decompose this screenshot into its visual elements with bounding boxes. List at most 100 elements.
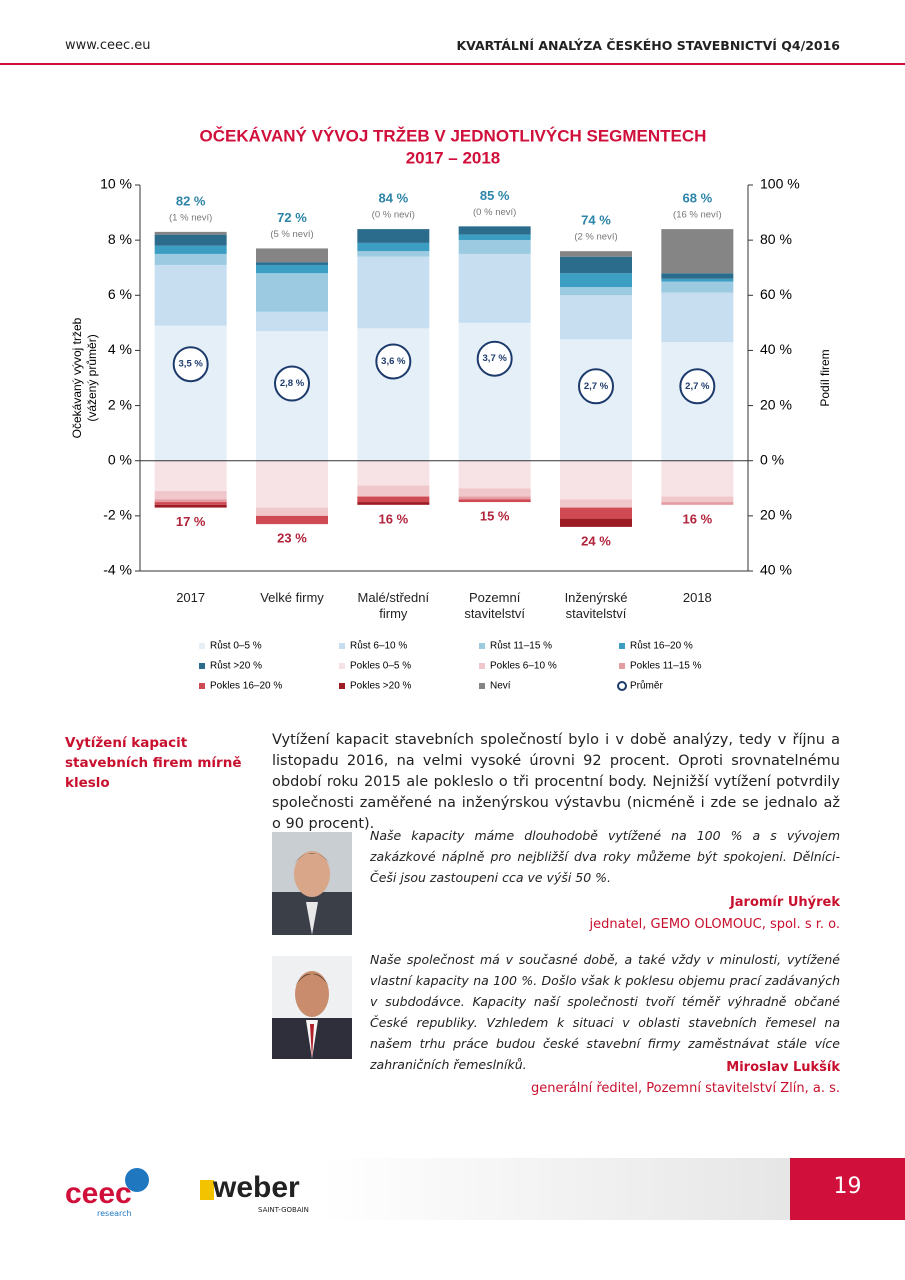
logo-icon — [125, 1168, 149, 1192]
bar-segment — [256, 248, 328, 263]
y2-tick-label: 100 % — [760, 176, 800, 192]
x-tick-label: Malé/střední firmy — [357, 590, 430, 621]
legend-swatch — [199, 643, 205, 649]
legend-label: Průměr — [630, 680, 663, 692]
bar-segment — [458, 499, 531, 503]
bar-segment — [458, 226, 531, 235]
bar-segment — [661, 281, 734, 293]
legend-label: Růst 11–15 % — [490, 640, 552, 652]
bar-segment — [154, 245, 227, 254]
logo-weber: weber — [213, 1171, 300, 1204]
bar-segment — [154, 504, 227, 508]
chart: OČEKÁVANÝ VÝVOJ TRŽEB V JEDNOTLIVÝCH SEG… — [70, 126, 832, 692]
legend-label: Pokles 6–10 % — [490, 661, 557, 672]
unknown-note: (0 % neví) — [473, 207, 516, 218]
y-axis-label: Očekávaný vývoj tržeb — [70, 317, 84, 438]
bar-segment — [357, 460, 430, 486]
legend-swatch — [339, 663, 345, 669]
unknown-note: (1 % neví) — [169, 212, 212, 223]
decline-label: 23 % — [277, 531, 307, 546]
bar-segment — [154, 502, 227, 505]
page-number: 19 — [833, 1174, 862, 1199]
average-marker — [578, 368, 614, 405]
y2-axis-label: Podíl firem — [818, 349, 832, 406]
y2-tick-label: 0 % — [760, 451, 784, 467]
unknown-note: (2 % neví) — [574, 232, 617, 243]
legend-label: Neví — [490, 681, 511, 692]
legend-swatch — [617, 681, 627, 691]
average-marker — [172, 346, 209, 383]
bar-segment — [256, 460, 328, 508]
unknown-note: (5 % neví) — [270, 229, 313, 240]
bar-segment — [256, 264, 328, 274]
bar-segment — [560, 499, 632, 508]
logo-ceec: ceec — [65, 1177, 132, 1210]
bar-segment — [154, 499, 227, 503]
legend-label: Pokles 11–15 % — [630, 661, 702, 672]
bar-segment — [154, 264, 227, 326]
average-label: 3,5 % — [179, 359, 204, 370]
bar-segment — [560, 518, 632, 527]
legend-swatch — [479, 683, 485, 689]
bar-segment — [256, 273, 328, 312]
quote-name: Jaromír Uhýrek — [729, 895, 840, 910]
x-tick-label: 2017 — [176, 590, 206, 605]
bar-segment — [154, 231, 227, 235]
legend-label: Pokles 16–20 % — [210, 681, 282, 692]
bar-segment — [661, 496, 734, 503]
bar-segment — [256, 262, 328, 265]
bar-segment — [154, 234, 227, 246]
bar-segment — [357, 229, 430, 243]
y-tick-label: 8 % — [108, 231, 132, 247]
y2-tick-label: 20 % — [760, 507, 792, 523]
bar-segment — [661, 229, 734, 274]
legend-swatch — [339, 683, 345, 689]
unknown-note: (16 % neví) — [673, 210, 722, 221]
growth-label: 85 % — [480, 188, 510, 203]
average-label: 2,8 % — [280, 378, 305, 389]
legend-swatch — [339, 643, 345, 649]
header-url: www.ceec.eu — [65, 38, 151, 53]
bar-segment — [458, 240, 531, 254]
bar-segment — [458, 253, 531, 323]
bar-segment — [458, 488, 531, 497]
quote-text: Naše kapacity máme dlouhodobě vytížené n… — [370, 828, 840, 885]
y-tick-label: -2 % — [103, 507, 132, 523]
page-box — [790, 1158, 905, 1220]
bar-segment — [154, 460, 227, 492]
bar-segment — [357, 242, 430, 252]
growth-label: 72 % — [277, 210, 307, 225]
bar-segment — [256, 507, 328, 516]
bar-segment — [560, 295, 632, 340]
bar-segment — [154, 491, 227, 500]
y-tick-label: 2 % — [108, 396, 132, 412]
logo-weber-sub: SAINT-GOBAIN — [258, 1206, 309, 1214]
average-label: 2,7 % — [584, 381, 609, 392]
logo-weber-mark — [200, 1180, 214, 1200]
photo — [272, 956, 352, 1059]
average-marker — [476, 340, 513, 377]
chart-subtitle: 2017 – 2018 — [406, 148, 501, 167]
y-tick-label: 0 % — [108, 451, 132, 467]
bar-segment — [357, 251, 430, 257]
bar-segment — [560, 287, 632, 296]
legend-label: Pokles >20 % — [350, 681, 412, 692]
legend-swatch — [199, 683, 205, 689]
y2-tick-label: 20 % — [760, 396, 792, 412]
y-axis-label: (vážený průměr) — [85, 334, 99, 421]
x-tick-label: 2018 — [682, 590, 712, 605]
y-tick-label: 10 % — [100, 176, 132, 192]
legend-label: Růst 0–5 % — [210, 640, 262, 652]
section-body: Vytížení kapacit stavebních společností … — [272, 732, 840, 832]
y2-tick-label: 40 % — [760, 341, 792, 357]
decline-label: 24 % — [581, 533, 611, 548]
bar-segment — [560, 273, 632, 288]
bar-segment — [357, 502, 430, 505]
bar-segment — [357, 496, 430, 503]
bar-segment — [661, 292, 734, 343]
logo-ceec-sub: research — [97, 1209, 132, 1218]
section-heading: Vytížení kapacit stavebních firem mírně … — [65, 735, 242, 791]
header-rule — [0, 63, 905, 65]
legend-swatch — [619, 663, 625, 669]
